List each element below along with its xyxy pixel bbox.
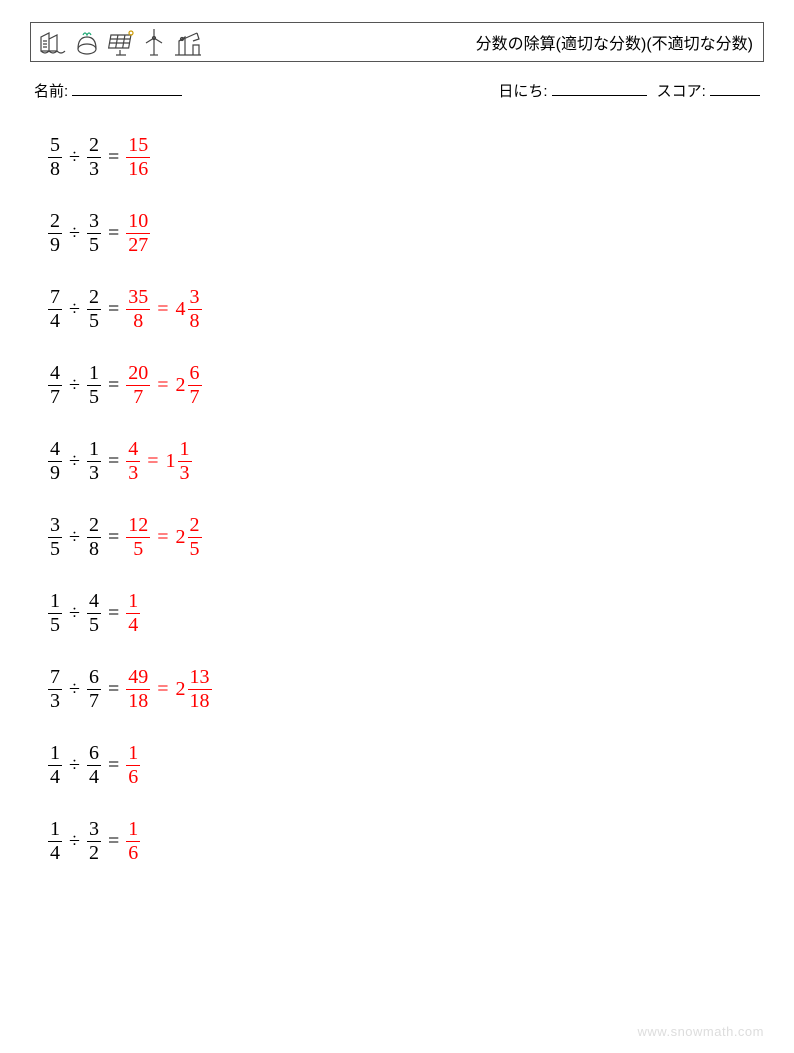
dam-icon bbox=[37, 29, 67, 57]
fraction: 13 bbox=[178, 439, 192, 484]
problem-row: 14 ÷ 32 = 16 bbox=[48, 813, 764, 869]
fraction: 38 bbox=[188, 287, 202, 332]
operator: ÷ bbox=[69, 830, 80, 853]
wind-turbine-icon bbox=[143, 27, 165, 57]
fraction: 73 bbox=[48, 667, 62, 712]
fraction: 45 bbox=[87, 591, 101, 636]
problem-row: 49 ÷ 13 = 43 = 113 bbox=[48, 433, 764, 489]
operator: ÷ bbox=[69, 222, 80, 245]
worksheet-page: 分数の除算(適切な分数)(不適切な分数) 名前: 日にち: スコア: 58 ÷ 23… bbox=[0, 0, 794, 1053]
fraction: 1318 bbox=[188, 667, 212, 712]
answer: 438 bbox=[176, 287, 202, 332]
answer: 1027 bbox=[126, 211, 150, 256]
score-field: スコア: bbox=[657, 80, 760, 101]
answer: 16 bbox=[126, 743, 140, 788]
date-label: 日にち: bbox=[498, 83, 547, 100]
operator: = bbox=[108, 222, 119, 245]
operator: = bbox=[108, 526, 119, 549]
answer: 125 bbox=[126, 515, 150, 560]
operator: = bbox=[108, 602, 119, 625]
answer: 4918 bbox=[126, 667, 150, 712]
fraction: 15 bbox=[87, 363, 101, 408]
fraction: 58 bbox=[48, 135, 62, 180]
fraction: 23 bbox=[87, 135, 101, 180]
operator: = bbox=[157, 678, 168, 701]
operator: ÷ bbox=[69, 602, 80, 625]
answer: 14 bbox=[126, 591, 140, 636]
fraction: 35 bbox=[48, 515, 62, 560]
solar-panel-icon bbox=[107, 29, 137, 57]
fraction: 14 bbox=[48, 743, 62, 788]
oil-pump-icon bbox=[171, 27, 203, 57]
worksheet-title: 分数の除算(適切な分数)(不適切な分数) bbox=[476, 30, 753, 54]
operator: = bbox=[147, 450, 158, 473]
operator: = bbox=[157, 374, 168, 397]
biogas-icon bbox=[73, 29, 101, 57]
date-blank[interactable] bbox=[552, 81, 647, 96]
answer: 1516 bbox=[126, 135, 150, 180]
answer: 267 bbox=[176, 363, 202, 408]
fraction: 47 bbox=[48, 363, 62, 408]
fraction: 35 bbox=[87, 211, 101, 256]
fraction: 15 bbox=[48, 591, 62, 636]
fraction: 14 bbox=[48, 819, 62, 864]
fraction: 28 bbox=[87, 515, 101, 560]
operator: = bbox=[108, 450, 119, 473]
problem-row: 29 ÷ 35 = 1027 bbox=[48, 205, 764, 261]
problem-row: 47 ÷ 15 = 207 = 267 bbox=[48, 357, 764, 413]
fraction: 32 bbox=[87, 819, 101, 864]
header-icons bbox=[37, 27, 203, 57]
operator: = bbox=[108, 830, 119, 853]
fraction: 67 bbox=[188, 363, 202, 408]
operator: = bbox=[108, 678, 119, 701]
problem-row: 14 ÷ 64 = 16 bbox=[48, 737, 764, 793]
fraction: 25 bbox=[188, 515, 202, 560]
operator: = bbox=[108, 298, 119, 321]
answer: 113 bbox=[166, 439, 192, 484]
answer: 225 bbox=[176, 515, 202, 560]
operator: ÷ bbox=[69, 678, 80, 701]
answer: 16 bbox=[126, 819, 140, 864]
fraction: 64 bbox=[87, 743, 101, 788]
fraction: 74 bbox=[48, 287, 62, 332]
watermark: www.snowmath.com bbox=[638, 1024, 764, 1039]
operator: = bbox=[157, 526, 168, 549]
problems-list: 58÷23=151629÷35=102774÷25=358=43847÷15=2… bbox=[30, 129, 764, 869]
operator: ÷ bbox=[69, 298, 80, 321]
score-blank[interactable] bbox=[710, 81, 760, 96]
operator: = bbox=[157, 298, 168, 321]
name-blank[interactable] bbox=[72, 81, 182, 96]
operator: ÷ bbox=[69, 450, 80, 473]
name-field: 名前: bbox=[34, 80, 182, 101]
answer: 207 bbox=[126, 363, 150, 408]
answer: 43 bbox=[126, 439, 140, 484]
answer: 358 bbox=[126, 287, 150, 332]
fraction: 25 bbox=[87, 287, 101, 332]
operator: = bbox=[108, 374, 119, 397]
answer: 21318 bbox=[176, 667, 212, 712]
operator: ÷ bbox=[69, 526, 80, 549]
fraction: 13 bbox=[87, 439, 101, 484]
name-label: 名前: bbox=[34, 83, 68, 100]
date-field: 日にち: bbox=[498, 80, 646, 101]
meta-row: 名前: 日にち: スコア: bbox=[30, 80, 764, 101]
problem-row: 74 ÷ 25 = 358 = 438 bbox=[48, 281, 764, 337]
score-label: スコア: bbox=[657, 83, 706, 100]
problem-row: 58 ÷ 23 = 1516 bbox=[48, 129, 764, 185]
operator: ÷ bbox=[69, 754, 80, 777]
operator: ÷ bbox=[69, 374, 80, 397]
header-box: 分数の除算(適切な分数)(不適切な分数) bbox=[30, 22, 764, 62]
operator: ÷ bbox=[69, 146, 80, 169]
problem-row: 15 ÷ 45 = 14 bbox=[48, 585, 764, 641]
problem-row: 73 ÷ 67 = 4918 = 21318 bbox=[48, 661, 764, 717]
operator: = bbox=[108, 146, 119, 169]
fraction: 49 bbox=[48, 439, 62, 484]
fraction: 67 bbox=[87, 667, 101, 712]
problem-row: 35 ÷ 28 = 125 = 225 bbox=[48, 509, 764, 565]
operator: = bbox=[108, 754, 119, 777]
fraction: 29 bbox=[48, 211, 62, 256]
